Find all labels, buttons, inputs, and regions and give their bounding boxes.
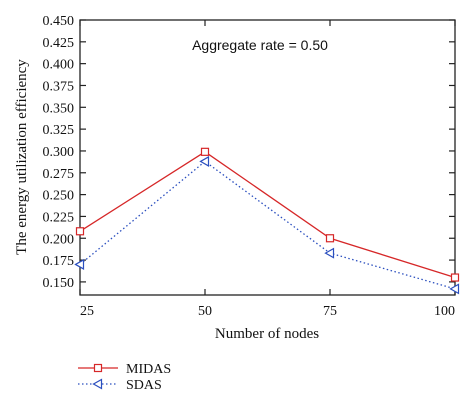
x-tick-label: 50: [198, 304, 212, 319]
x-tick-label: 100: [434, 304, 455, 319]
y-axis-title: The energy utilization efficiency: [14, 59, 30, 255]
y-tick-label: 0.325: [43, 123, 75, 138]
y-tick-label: 0.200: [43, 232, 75, 247]
series-sdas: [74, 155, 460, 295]
data-point-square: [450, 273, 460, 282]
data-point-square: [75, 227, 85, 236]
y-tick-label: 0.350: [43, 101, 75, 116]
data-point-triangle: [74, 258, 85, 270]
x-tick-label: 75: [323, 304, 337, 319]
y-tick-label: 0.175: [43, 254, 75, 269]
data-point-triangle: [92, 378, 103, 390]
y-tick-label: 0.425: [43, 36, 75, 51]
x-tick-label: 25: [80, 304, 94, 319]
series-layer: [74, 147, 460, 295]
series-line: [79, 160, 456, 290]
data-point-square: [93, 363, 103, 373]
y-tick-label: 0.225: [43, 210, 75, 225]
data-point-triangle: [324, 247, 335, 259]
y-tick-label: 0.250: [43, 189, 75, 204]
data-point-square: [325, 234, 335, 243]
y-tick-label: 0.300: [43, 145, 75, 160]
series-midas: [75, 147, 460, 282]
y-axis: 0.150 0.175 0.200 0.225 0.250 0.275 0.300 0.325…: [43, 14, 455, 291]
legend-label: SDAS: [126, 378, 162, 393]
y-tick-label: 0.150: [43, 276, 75, 291]
data-point-triangle: [199, 155, 210, 167]
plot-frame: [79, 19, 456, 296]
y-tick-label: 0.450: [43, 14, 75, 29]
x-axis: 25 50 75 100: [79, 20, 456, 319]
y-tick-label: 0.275: [43, 167, 75, 182]
data-point-triangle: [449, 283, 460, 295]
series-line: [79, 151, 456, 279]
y-tick-label: 0.400: [43, 58, 75, 73]
x-axis-title: Number of nodes: [215, 326, 319, 342]
annotation-text: Aggregate rate = 0.50: [192, 37, 328, 53]
y-tick-label: 0.375: [43, 79, 75, 94]
data-point-square: [200, 147, 210, 156]
legend-label: MIDAS: [126, 362, 171, 377]
